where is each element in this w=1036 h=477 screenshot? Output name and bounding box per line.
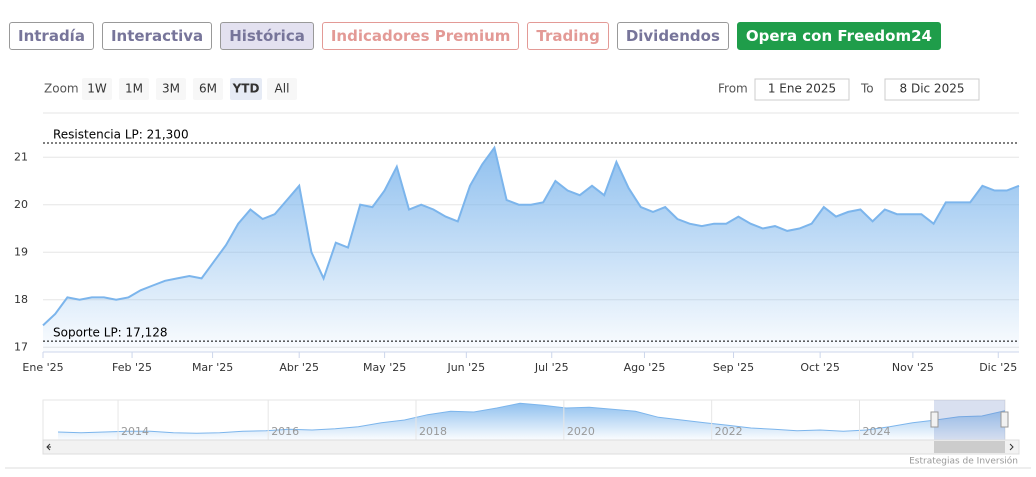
- x-tick-label: 2016: [271, 425, 299, 438]
- zoom-label: Zoom: [44, 82, 79, 96]
- x-tick-label: 2020: [567, 425, 595, 438]
- from-label: From: [718, 82, 748, 96]
- scroll-left[interactable]: [46, 443, 51, 451]
- x-tick-label: Ene '25: [22, 361, 63, 374]
- zoom-button[interactable]: [267, 78, 297, 100]
- navigator-handle[interactable]: [1000, 411, 1009, 428]
- x-tick-label: Jul '25: [534, 361, 569, 374]
- navigator-window[interactable]: [934, 400, 1005, 440]
- from-value: 1 Ene 2025: [768, 82, 836, 96]
- x-tick-label: May '25: [363, 361, 406, 374]
- x-tick-label: Oct '25: [800, 361, 840, 374]
- tab[interactable]: Histórica: [220, 22, 314, 50]
- x-tick-label: 2018: [419, 425, 447, 438]
- x-tick-label: 2024: [862, 425, 890, 438]
- zoom-button-label: 1M: [125, 82, 143, 96]
- tab[interactable]: Intradía: [9, 22, 94, 50]
- credits: Estrategias de Inversión: [909, 456, 1018, 467]
- x-tick-label: Ago '25: [624, 361, 666, 374]
- to-input[interactable]: [884, 78, 980, 101]
- zoom-button[interactable]: [193, 78, 223, 100]
- x-tick-label: Mar '25: [192, 361, 233, 374]
- tab[interactable]: Interactiva: [101, 22, 213, 50]
- x-tick-label: Nov '25: [892, 361, 934, 374]
- area: [58, 403, 1005, 440]
- zoom-button-label: YTD: [232, 82, 260, 96]
- y-tick-label: 19: [14, 245, 28, 258]
- x-tick-label: Jun '25: [446, 361, 485, 374]
- x-tick-label: 2022: [715, 425, 743, 438]
- x-tick-label: Sep '25: [713, 361, 754, 374]
- area: [43, 147, 1019, 352]
- zoom-button[interactable]: [156, 78, 186, 100]
- plot-line-label: Resistencia LP: 21,300: [53, 128, 189, 142]
- zoom-button-label: All: [275, 82, 290, 96]
- zoom-button-label: 3M: [162, 82, 180, 96]
- zoom-button[interactable]: [230, 78, 262, 100]
- y-tick-label: 17: [14, 340, 28, 353]
- line: [57, 402, 1006, 434]
- x-tick-label: Abr '25: [279, 361, 319, 374]
- plot-line-label: Soporte LP: 17,128: [53, 326, 168, 340]
- y-tick-label: 21: [14, 150, 28, 163]
- tab[interactable]: Indicadores Premium: [321, 22, 520, 50]
- x-tick-label: Feb '25: [112, 361, 152, 374]
- tab-bar: Intradía Interactiva Histórica Indicadores …: [9, 22, 941, 50]
- scrollbar-track[interactable]: [42, 439, 1020, 455]
- scrollbar-thumb[interactable]: [934, 441, 1005, 453]
- line: [42, 145, 1020, 327]
- scroll-right[interactable]: [1009, 443, 1014, 451]
- zoom-button[interactable]: [82, 78, 112, 100]
- to-label: To: [860, 82, 874, 96]
- tab[interactable]: Trading: [527, 22, 609, 50]
- y-tick-label: 20: [14, 198, 28, 211]
- from-input[interactable]: [754, 78, 850, 101]
- zoom-button[interactable]: [119, 78, 149, 100]
- tab[interactable]: Dividendos: [616, 22, 729, 50]
- to-value: 8 Dic 2025: [900, 82, 965, 96]
- y-tick-label: 18: [14, 293, 28, 306]
- navigator-handle[interactable]: [930, 411, 939, 428]
- zoom-button-label: 1W: [87, 82, 107, 96]
- x-tick-label: Dic '25: [979, 361, 1017, 374]
- x-tick-label: 2014: [121, 425, 149, 438]
- tab[interactable]: Opera con Freedom24: [736, 22, 941, 50]
- zoom-button-label: 6M: [199, 82, 217, 96]
